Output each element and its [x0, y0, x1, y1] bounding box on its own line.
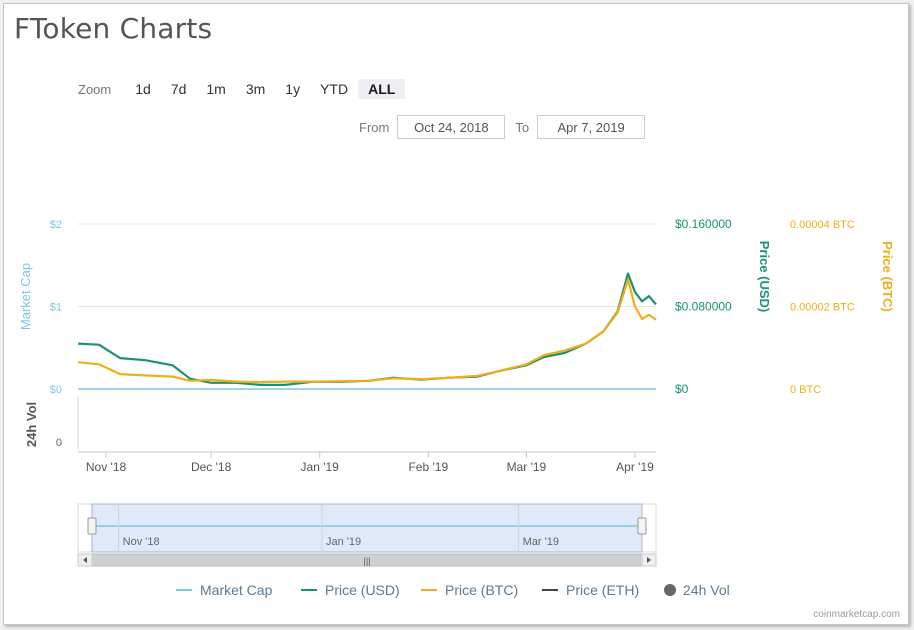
zoom-controls: Zoom 1d 7d 1m 3m 1y YTD ALL	[78, 78, 406, 100]
usd-tick-label: $0	[675, 382, 689, 396]
zoom-button-3m[interactable]: 3m	[245, 81, 266, 97]
legend-item-24h-vol[interactable]: 24h Vol	[683, 582, 730, 598]
x-tick-label: Nov '18	[86, 460, 127, 474]
market-cap-tick-label: $0	[50, 384, 62, 396]
series-line-price-usd	[77, 272, 657, 386]
zoom-button-1d[interactable]: 1d	[135, 81, 151, 97]
legend-item-market-cap[interactable]: Market Cap	[200, 582, 273, 598]
zoom-button-7d[interactable]: 7d	[170, 81, 187, 97]
to-label: To	[515, 119, 530, 135]
zoom-button-all[interactable]: ALL	[358, 79, 406, 99]
date-range: From To	[359, 115, 655, 139]
zoom-label: Zoom	[78, 81, 112, 97]
zoom-button-1m[interactable]: 1m	[206, 81, 226, 97]
market-cap-tick-label: $2	[50, 219, 62, 231]
from-date-input[interactable]	[397, 115, 506, 139]
volume-axis-title: 24h Vol	[24, 402, 39, 447]
market-cap-axis-title: Market Cap	[18, 263, 33, 330]
btc-axis-title: Price (BTC)	[880, 241, 895, 312]
legend-item-price-btc[interactable]: Price (BTC)	[445, 582, 518, 598]
x-tick-label: Apr '19	[616, 460, 654, 474]
navigator-left-handle[interactable]	[87, 517, 97, 535]
x-tick-label: Feb '19	[408, 460, 448, 474]
watermark: coinmarketcap.com	[813, 609, 900, 620]
x-tick-label: Mar '19	[507, 460, 547, 474]
usd-tick-label: $0.160000	[675, 217, 732, 231]
to-date-input[interactable]	[537, 115, 646, 139]
btc-tick-label: 0.00004 BTC	[790, 219, 855, 231]
btc-tick-label: 0 BTC	[790, 384, 821, 396]
usd-axis-title: Price (USD)	[757, 241, 772, 313]
series-line-price-btc	[77, 278, 657, 384]
x-tick-label: Jan '19	[301, 460, 340, 474]
page-title: FToken Charts	[14, 12, 213, 45]
legend-item-price-usd[interactable]: Price (USD)	[325, 582, 400, 598]
zoom-button-ytd[interactable]: YTD	[320, 81, 349, 97]
btc-tick-label: 0.00002 BTC	[790, 302, 855, 314]
price-chart: $2 $1 $0 Market Cap $0.160000 $0.080000 $0 Pric…	[18, 217, 895, 598]
navigator-tick-label: Mar '19	[523, 536, 559, 548]
usd-tick-label: $0.080000	[675, 300, 732, 314]
chart-panel: FToken Charts Zoom 1d 7d 1m 3m 1y YTD AL…	[3, 3, 909, 625]
volume-tick-label: 0	[56, 437, 62, 449]
navigator-right-handle[interactable]	[637, 517, 647, 535]
navigator-tick-label: Nov '18	[123, 536, 160, 548]
navigator-selection	[91, 503, 643, 553]
market-cap-tick-label: $1	[50, 302, 62, 314]
x-tick-label: Dec '18	[191, 460, 232, 474]
scroll-right-arrow-icon	[647, 557, 651, 563]
navigator-tick-label: Jan '19	[326, 536, 361, 548]
scroll-left-arrow-icon	[83, 557, 87, 563]
from-label: From	[359, 119, 390, 135]
legend-swatch-24h-vol	[664, 584, 676, 596]
scrollbar-grip-icon: |||	[363, 556, 370, 566]
zoom-button-1y[interactable]: 1y	[285, 81, 301, 97]
legend-item-price-eth[interactable]: Price (ETH)	[566, 582, 639, 598]
